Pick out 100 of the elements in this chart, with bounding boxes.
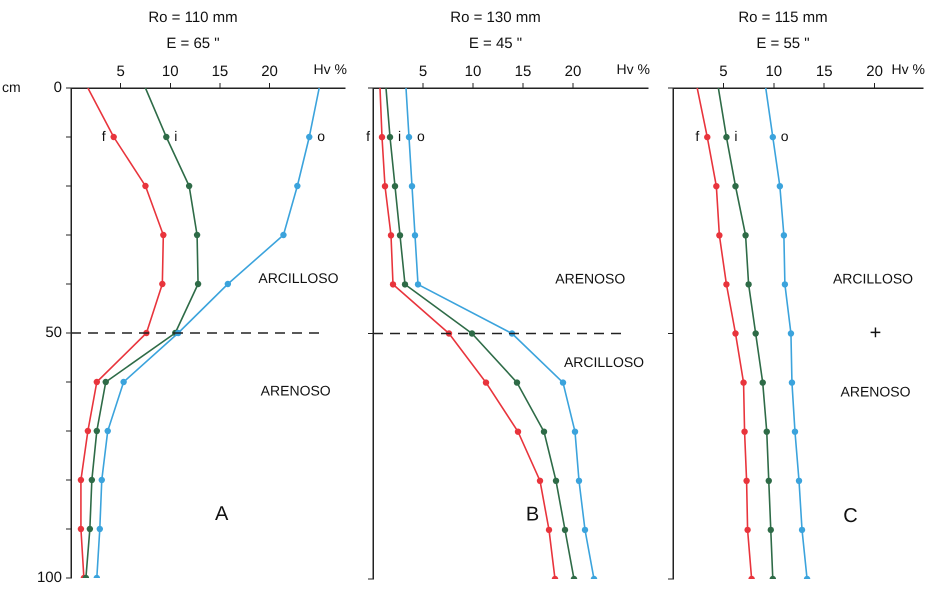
chart-subtitle: E = 55 " <box>756 35 810 52</box>
point <box>770 134 776 140</box>
point <box>96 526 103 532</box>
point <box>546 526 552 534</box>
point <box>723 134 730 140</box>
point <box>78 526 84 532</box>
annotation: ARENOSO <box>555 270 626 286</box>
point <box>86 526 94 532</box>
point <box>716 232 723 238</box>
point <box>88 476 96 484</box>
y-tick-label: 0 <box>54 79 62 96</box>
point <box>560 379 566 386</box>
point <box>514 379 520 386</box>
series-label: o <box>417 128 425 144</box>
point <box>764 428 770 435</box>
point <box>382 183 388 190</box>
point <box>294 182 301 190</box>
point <box>84 428 92 434</box>
point <box>766 478 772 484</box>
point <box>102 378 109 386</box>
point <box>552 478 560 484</box>
point <box>732 183 739 190</box>
chart-title: Ro = 115 mm <box>738 9 828 26</box>
point <box>386 134 394 140</box>
point <box>713 183 720 190</box>
point <box>723 281 730 288</box>
x-tick-label: 15 <box>212 63 228 80</box>
point <box>572 428 578 435</box>
annotation: ARCILLOSO <box>258 270 339 286</box>
x-tick-label: 20 <box>866 63 883 80</box>
point <box>744 526 751 534</box>
point <box>396 232 404 238</box>
x-tick-label: 10 <box>464 63 482 80</box>
annotation: C <box>843 505 858 528</box>
point <box>796 478 802 484</box>
x-tick-label: 5 <box>719 63 728 80</box>
point <box>760 379 766 386</box>
point <box>98 476 105 484</box>
point <box>390 281 396 288</box>
point <box>536 478 544 484</box>
point <box>159 280 166 288</box>
point <box>468 330 476 337</box>
series-label: o <box>317 128 326 144</box>
x-tick-label: 5 <box>116 63 125 80</box>
point <box>540 428 548 435</box>
point <box>402 281 408 288</box>
point <box>194 280 202 288</box>
point <box>160 232 167 238</box>
point <box>406 134 412 140</box>
point <box>742 232 749 238</box>
series-label: i <box>734 128 738 144</box>
point <box>752 330 759 337</box>
point <box>514 428 522 435</box>
annotation: ARCILLOSO <box>564 354 644 370</box>
point <box>120 378 127 386</box>
point <box>782 281 788 288</box>
point <box>142 182 149 190</box>
point <box>280 232 287 238</box>
point <box>378 134 386 140</box>
point <box>482 379 490 386</box>
point <box>732 330 739 337</box>
y-axis-title: cm <box>2 78 21 95</box>
series-label: f <box>102 128 106 144</box>
point <box>388 232 394 238</box>
point <box>704 134 710 140</box>
point <box>776 183 784 190</box>
point <box>186 182 192 190</box>
point <box>788 330 794 337</box>
x-axis-title: Hv % <box>314 60 347 77</box>
series-label: f <box>366 128 370 144</box>
point <box>110 134 117 140</box>
point <box>788 379 796 386</box>
point <box>743 478 750 484</box>
x-tick-label: 20 <box>564 63 582 80</box>
point <box>194 232 200 238</box>
point <box>792 428 798 435</box>
x-tick-label: 10 <box>162 63 179 80</box>
point <box>780 232 788 238</box>
point <box>163 134 170 140</box>
chart-title: Ro = 110 mm <box>148 9 238 26</box>
chart-subtitle: E = 45 " <box>468 35 522 52</box>
point <box>798 526 806 534</box>
y-tick-label: 50 <box>45 324 62 342</box>
point <box>224 280 232 288</box>
point <box>562 526 568 534</box>
x-axis-title: Hv % <box>616 60 650 77</box>
annotation: B <box>526 504 540 526</box>
series-label: i <box>398 128 402 144</box>
point <box>741 428 748 435</box>
x-axis-title: Hv % <box>892 60 925 77</box>
x-tick-label: 10 <box>765 63 782 80</box>
annotation: + <box>870 322 882 344</box>
series-label: i <box>174 128 178 144</box>
series-label: o <box>780 128 789 144</box>
point <box>306 134 312 140</box>
point <box>104 428 111 434</box>
x-tick-label: 15 <box>816 63 833 80</box>
point <box>78 476 84 484</box>
series-label: f <box>695 128 700 144</box>
point <box>392 183 398 190</box>
